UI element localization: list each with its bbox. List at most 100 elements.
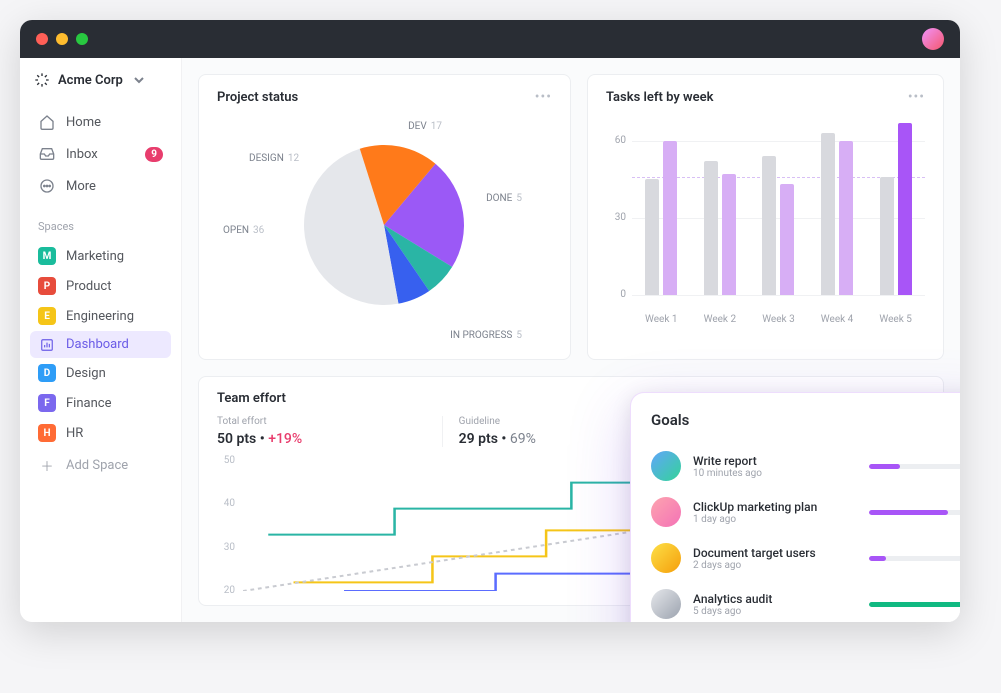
sidebar: Acme Corp Home Inbox 9 More Spaces MMark… bbox=[20, 58, 182, 622]
space-item-marketing[interactable]: M Marketing bbox=[30, 241, 171, 271]
space-item-finance[interactable]: F Finance bbox=[30, 388, 171, 418]
metric-label: Total effort bbox=[217, 416, 426, 427]
space-item-dashboard[interactable]: Dashboard bbox=[30, 331, 171, 358]
y-tick: 30 bbox=[224, 542, 235, 553]
goal-row[interactable]: Write report10 minutes ago bbox=[651, 443, 960, 489]
home-icon bbox=[38, 113, 56, 131]
gridline bbox=[632, 295, 925, 296]
goals-popover: Goals ••• Write report10 minutes agoClic… bbox=[630, 392, 960, 622]
goal-time: 2 days ago bbox=[693, 560, 857, 571]
nav-more[interactable]: More bbox=[30, 170, 171, 202]
app-window: Acme Corp Home Inbox 9 More Spaces MMark… bbox=[20, 20, 960, 622]
goal-name: Document target users bbox=[693, 546, 857, 560]
bar-target bbox=[898, 123, 912, 295]
maximize-window-icon[interactable] bbox=[76, 33, 88, 45]
nav-home[interactable]: Home bbox=[30, 106, 171, 138]
space-label: HR bbox=[66, 426, 83, 441]
user-avatar-icon[interactable] bbox=[922, 28, 944, 50]
nav-inbox-label: Inbox bbox=[66, 147, 98, 162]
x-label: Week 3 bbox=[762, 314, 795, 325]
bar-group bbox=[645, 115, 677, 295]
tasks-left-card: Tasks left by week ••• 03060 Week 1Week … bbox=[587, 74, 944, 360]
space-item-design[interactable]: D Design bbox=[30, 358, 171, 388]
goal-progress bbox=[869, 510, 960, 515]
bar-group bbox=[880, 115, 912, 295]
inbox-badge: 9 bbox=[145, 147, 163, 162]
y-tick: 40 bbox=[224, 498, 235, 509]
org-name: Acme Corp bbox=[58, 73, 123, 88]
nav-home-label: Home bbox=[66, 115, 101, 130]
project-status-title: Project status bbox=[217, 90, 298, 105]
goal-name: Analytics audit bbox=[693, 592, 857, 606]
metric: Total effort 50 pts • +19% bbox=[217, 416, 443, 447]
space-badge-icon: F bbox=[38, 394, 56, 412]
goal-progress bbox=[869, 602, 960, 607]
pie-label-dev: DEV 17 bbox=[408, 121, 442, 132]
bar-chart: 03060 Week 1Week 2Week 3Week 4Week 5 bbox=[606, 115, 925, 325]
y-tick: 30 bbox=[615, 212, 626, 223]
space-badge-icon: E bbox=[38, 307, 56, 325]
goal-avatar-icon bbox=[651, 589, 681, 619]
pie-label-open: OPEN 36 bbox=[223, 225, 264, 236]
pie-label-design: DESIGN 12 bbox=[249, 153, 299, 164]
bar-actual bbox=[821, 133, 835, 295]
goal-time: 5 days ago bbox=[693, 606, 857, 617]
more-icon bbox=[38, 177, 56, 195]
card-menu-icon[interactable]: ••• bbox=[908, 89, 925, 105]
space-label: Design bbox=[66, 366, 106, 381]
space-label: Finance bbox=[66, 396, 111, 411]
bar-group bbox=[762, 115, 794, 295]
org-logo-icon bbox=[34, 72, 50, 88]
bar-target bbox=[663, 141, 677, 295]
bar-group bbox=[704, 115, 736, 295]
space-badge-icon: H bbox=[38, 424, 56, 442]
nav-inbox[interactable]: Inbox 9 bbox=[30, 138, 171, 170]
bar-actual bbox=[880, 177, 894, 295]
metric-value: 50 pts • +19% bbox=[217, 431, 426, 447]
titlebar bbox=[20, 20, 960, 58]
close-window-icon[interactable] bbox=[36, 33, 48, 45]
y-tick: 50 bbox=[224, 455, 235, 466]
goal-avatar-icon bbox=[651, 451, 681, 481]
space-item-engineering[interactable]: E Engineering bbox=[30, 301, 171, 331]
space-badge-icon: M bbox=[38, 247, 56, 265]
goal-time: 1 day ago bbox=[693, 514, 857, 525]
chevron-down-icon bbox=[131, 72, 147, 88]
y-tick: 0 bbox=[620, 289, 626, 300]
x-label: Week 1 bbox=[645, 314, 678, 325]
nav-more-label: More bbox=[66, 179, 96, 194]
goal-row[interactable]: ClickUp marketing plan1 day ago bbox=[651, 489, 960, 535]
space-label: Product bbox=[66, 279, 111, 294]
goal-avatar-icon bbox=[651, 497, 681, 527]
project-status-card: Project status ••• DEV 17DONE 5IN PROGRE… bbox=[198, 74, 571, 360]
space-label: Engineering bbox=[66, 309, 134, 324]
minimize-window-icon[interactable] bbox=[56, 33, 68, 45]
goal-progress bbox=[869, 464, 960, 469]
bar-actual bbox=[762, 156, 776, 295]
goal-time: 10 minutes ago bbox=[693, 468, 857, 479]
add-space-button[interactable]: ＋ Add Space bbox=[30, 448, 171, 483]
space-item-hr[interactable]: H HR bbox=[30, 418, 171, 448]
bar-actual bbox=[645, 179, 659, 295]
y-tick: 20 bbox=[224, 585, 235, 596]
x-label: Week 4 bbox=[821, 314, 854, 325]
goal-row[interactable]: Document target users2 days ago bbox=[651, 535, 960, 581]
bar-target bbox=[839, 141, 853, 295]
goals-title: Goals bbox=[651, 411, 689, 429]
org-switcher[interactable]: Acme Corp bbox=[30, 72, 171, 88]
space-label: Dashboard bbox=[66, 337, 129, 352]
team-effort-title: Team effort bbox=[217, 391, 286, 406]
x-label: Week 2 bbox=[704, 314, 737, 325]
pie-label-in-progress: IN PROGRESS 5 bbox=[450, 330, 522, 341]
dashboard-icon bbox=[38, 338, 56, 352]
goal-row[interactable]: Analytics audit5 days ago bbox=[651, 581, 960, 622]
bar-actual bbox=[704, 161, 718, 295]
card-menu-icon[interactable]: ••• bbox=[535, 89, 552, 105]
add-space-label: Add Space bbox=[66, 458, 128, 473]
space-item-product[interactable]: PProduct bbox=[30, 271, 171, 301]
goal-progress bbox=[869, 556, 960, 561]
window-controls bbox=[36, 33, 88, 45]
space-badge-icon: D bbox=[38, 364, 56, 382]
bar-target bbox=[722, 174, 736, 295]
space-label: Marketing bbox=[66, 249, 124, 264]
